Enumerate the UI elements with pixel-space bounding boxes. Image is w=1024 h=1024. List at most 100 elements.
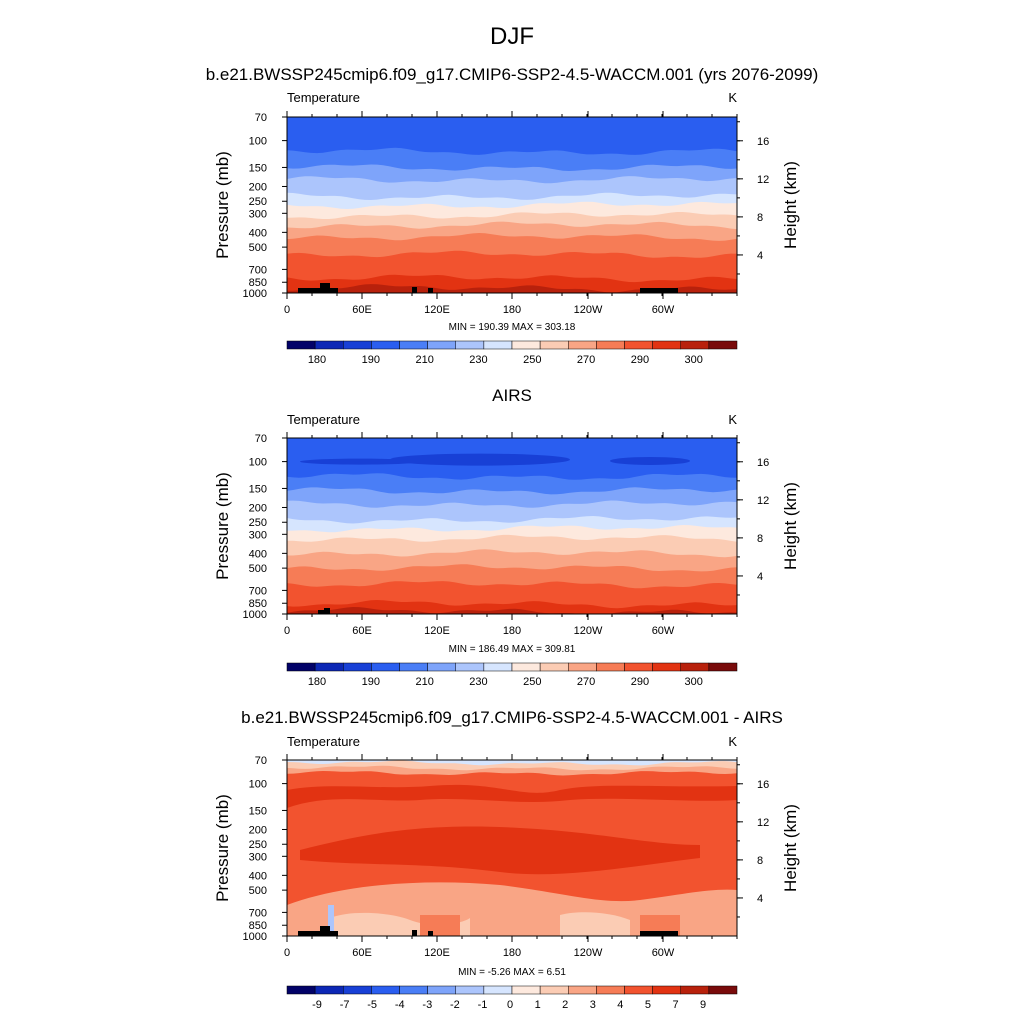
colorbar-label: 180 (308, 676, 326, 688)
colorbar-label: 180 (308, 354, 326, 366)
colorbar-swatch (314, 662, 344, 672)
x-tick-label: 60E (352, 304, 372, 316)
y-tick-label: 200 (249, 502, 267, 514)
y-tick-label: 70 (255, 433, 267, 445)
colorbar-swatch (399, 985, 428, 995)
colorbar-label: -9 (312, 999, 322, 1011)
colorbar-swatch (483, 662, 513, 672)
colorbar-swatch (455, 985, 485, 995)
min-max-stats: MIN = 186.49 MAX = 309.81 (449, 644, 576, 655)
y-axis-label: Pressure (mb) (213, 472, 232, 580)
topography-mask (320, 926, 330, 936)
y2-tick-label: 16 (757, 779, 769, 791)
chart-panel-2: AIRS Temperature K 0 60E 120E 180 120W 60W 70 100 1… (213, 386, 800, 688)
colorbar-label: 230 (469, 354, 487, 366)
y-tick-label: 300 (249, 208, 267, 220)
colorbar-swatch (624, 340, 653, 350)
colorbar-swatch (286, 340, 316, 350)
colorbar-swatch (483, 340, 513, 350)
colorbar-label: 7 (672, 999, 678, 1011)
y-tick-label: 700 (249, 907, 267, 919)
colorbar-label: 210 (415, 354, 433, 366)
y-tick-label: 300 (249, 851, 267, 863)
y-tick-label: 250 (249, 196, 267, 208)
colorbar-label: -4 (395, 999, 405, 1011)
colorbar-swatch (624, 985, 653, 995)
colorbar-label: 250 (523, 676, 541, 688)
topography-mask (428, 288, 433, 293)
units-label: K (728, 734, 737, 749)
y-tick-label: 400 (249, 227, 267, 239)
y2-tick-label: 16 (757, 136, 769, 148)
topography-mask (330, 931, 338, 936)
temperature-band (287, 607, 737, 614)
colorbar-label: 3 (590, 999, 596, 1011)
y-tick-label: 100 (249, 136, 267, 148)
colorbar-swatch (680, 985, 710, 995)
chart-panel-3: b.e21.BWSSP245cmip6.f09_g17.CMIP6-SSP2-4… (213, 708, 800, 1011)
warm-anomaly (287, 784, 737, 808)
colorbar-label: 0 (507, 999, 513, 1011)
contour-field (287, 117, 737, 293)
y-tick-label: 1000 (243, 609, 267, 621)
x-tick-label: 120W (574, 625, 603, 637)
colorbar-label: -7 (340, 999, 350, 1011)
y-tick-label: 700 (249, 585, 267, 597)
colorbar-swatch (455, 340, 485, 350)
y-tick-label: 700 (249, 264, 267, 276)
y-tick-label: 200 (249, 181, 267, 193)
y-tick-label: 1000 (243, 288, 267, 300)
y-tick-label: 70 (255, 112, 267, 124)
y-tick-label: 150 (249, 483, 267, 495)
colorbar-label: 190 (362, 676, 380, 688)
x-tick-label: 0 (284, 625, 290, 637)
x-tick-label: 60W (652, 304, 675, 316)
y-tick-label: 250 (249, 517, 267, 529)
y2-tick-label: 16 (757, 457, 769, 469)
colorbar-label: -5 (367, 999, 377, 1011)
variable-label: Temperature (287, 734, 360, 749)
colorbar-swatch (568, 340, 597, 350)
colorbar-swatch (427, 662, 456, 672)
x-tick-label: 0 (284, 304, 290, 316)
x-tick-label: 60W (652, 947, 675, 959)
y-tick-label: 300 (249, 529, 267, 541)
x-tick-label: 60E (352, 947, 372, 959)
topography-mask (298, 288, 320, 293)
colorbar-label: 230 (469, 676, 487, 688)
colorbar: -9 -7 -5 -4 -3 -2 -1 0 1 2 3 4 5 7 9 (286, 985, 738, 1011)
colorbar-swatch (399, 340, 428, 350)
y2-tick-label: 12 (757, 495, 769, 507)
topography-mask (330, 288, 338, 293)
colorbar-swatch (596, 985, 625, 995)
y-tick-label: 500 (249, 885, 267, 897)
colorbar-swatch (624, 662, 653, 672)
colorbar-label: 290 (631, 354, 649, 366)
weak-anomaly (560, 912, 630, 936)
colorbar-swatch (708, 985, 738, 995)
topography-mask (640, 288, 678, 293)
colorbar-swatch (652, 985, 681, 995)
colorbar-label: 270 (577, 354, 595, 366)
colorbar-swatch (427, 985, 456, 995)
topography-mask (640, 931, 678, 936)
x-tick-label: 120W (574, 947, 603, 959)
y-tick-label: 100 (249, 779, 267, 791)
variable-label: Temperature (287, 90, 360, 105)
colorbar-swatch (427, 340, 456, 350)
y-tick-label: 850 (249, 920, 267, 932)
y-tick-label: 150 (249, 162, 267, 174)
y2-axis-label: Height (km) (781, 482, 800, 570)
y2-tick-label: 12 (757, 817, 769, 829)
y-tick-label: 1000 (243, 931, 267, 943)
variable-label: Temperature (287, 412, 360, 427)
colorbar-swatch (708, 340, 738, 350)
y-tick-label: 850 (249, 598, 267, 610)
colorbar-label: 300 (685, 676, 703, 688)
y-tick-label: 100 (249, 457, 267, 469)
y-tick-label: 400 (249, 548, 267, 560)
colorbar-label: 210 (415, 676, 433, 688)
colorbar-swatch (314, 340, 344, 350)
colorbar-swatch (680, 340, 710, 350)
